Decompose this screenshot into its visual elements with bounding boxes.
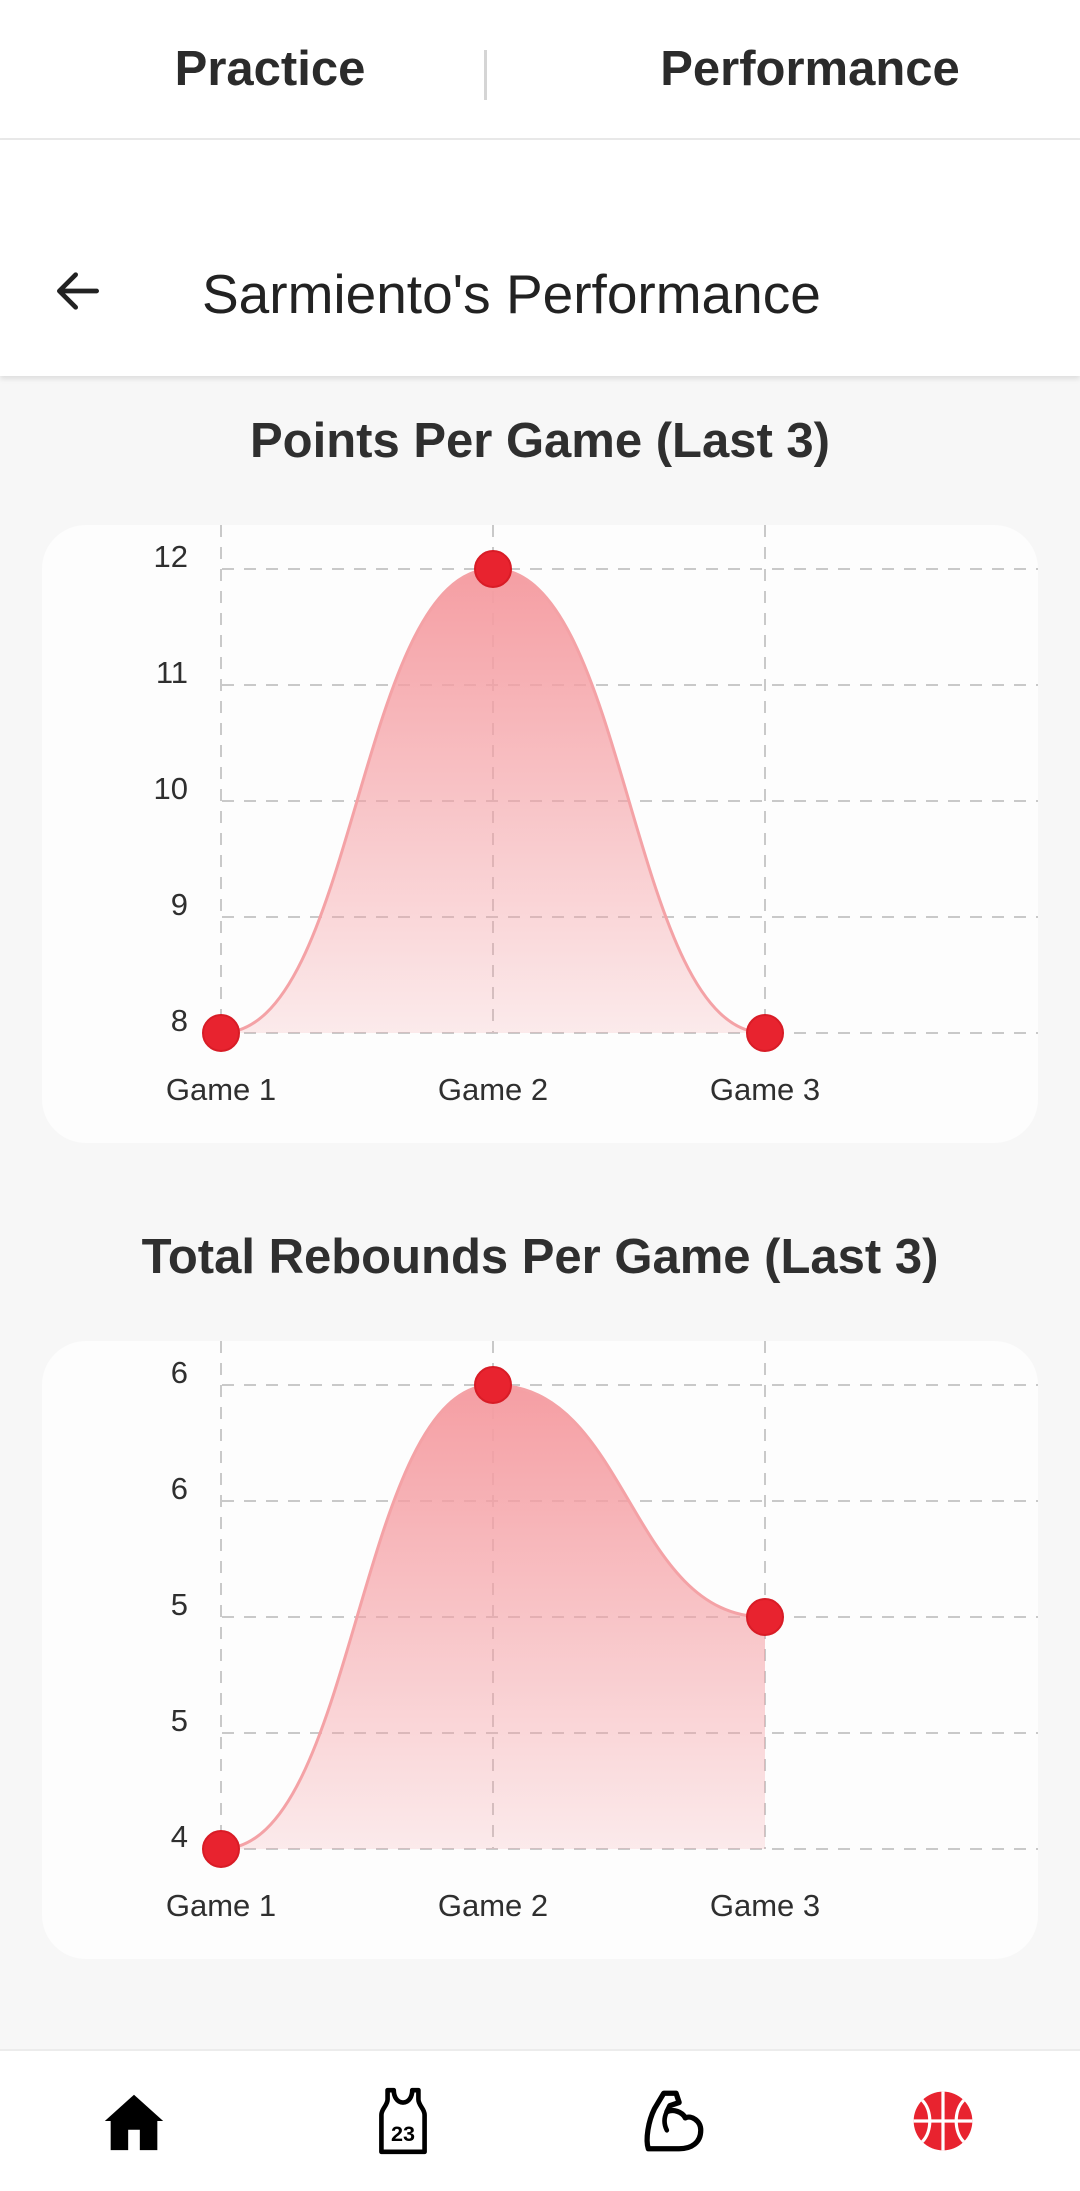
chart-title-points: Points Per Game (Last 3) bbox=[249, 414, 830, 468]
x-tick-label: Game 1 bbox=[166, 1072, 276, 1107]
rebounds-chart: 6 6 5 5 4 Game 1 Game 2 Game 3 bbox=[166, 1341, 1038, 1923]
svg-text:23: 23 bbox=[391, 2121, 415, 2146]
series-area bbox=[221, 1385, 765, 1849]
data-point[interactable] bbox=[746, 1598, 784, 1636]
back-button[interactable] bbox=[42, 255, 114, 327]
home-icon bbox=[104, 2094, 164, 2151]
y-tick-label: 9 bbox=[171, 887, 188, 922]
bottom-nav: 23 bbox=[0, 2049, 1080, 2191]
basketball-icon bbox=[913, 2091, 973, 2151]
y-tick-label: 11 bbox=[156, 655, 188, 690]
data-point[interactable] bbox=[474, 1366, 512, 1404]
data-point[interactable] bbox=[474, 550, 512, 588]
points-chart: 12 11 10 9 8 Game 1 Game 2 Game 3 bbox=[154, 525, 1038, 1107]
y-tick-label: 6 bbox=[171, 1471, 188, 1506]
data-point[interactable] bbox=[746, 1014, 784, 1052]
x-tick-label: Game 2 bbox=[438, 1072, 548, 1107]
tab-divider bbox=[484, 50, 487, 100]
top-tab-bar: Practice Performance bbox=[0, 0, 1080, 140]
chart-title-rebounds: Total Rebounds Per Game (Last 3) bbox=[141, 1230, 939, 1284]
points-chart-card: 12 11 10 9 8 Game 1 Game 2 Game 3 bbox=[42, 525, 1038, 1143]
data-point[interactable] bbox=[202, 1830, 240, 1868]
series-line bbox=[220, 1383, 766, 1851]
y-tick-label: 5 bbox=[171, 1703, 188, 1738]
page-header bbox=[0, 140, 1080, 376]
tab-performance[interactable]: Performance bbox=[660, 42, 960, 96]
tab-practice[interactable]: Practice bbox=[174, 42, 366, 96]
nav-roster[interactable]: 23 bbox=[363, 2081, 443, 2161]
arrow-left-icon bbox=[57, 272, 99, 310]
page-title: Sarmiento's Performance bbox=[202, 263, 821, 325]
y-tick-label: 6 bbox=[171, 1355, 188, 1390]
x-tick-label: Game 3 bbox=[710, 1072, 820, 1107]
x-tick-label: Game 2 bbox=[438, 1888, 548, 1923]
nav-home[interactable] bbox=[94, 2081, 174, 2161]
y-tick-label: 10 bbox=[154, 771, 188, 806]
series-area bbox=[221, 569, 765, 1033]
nav-games[interactable] bbox=[903, 2081, 983, 2161]
y-tick-label: 4 bbox=[171, 1819, 188, 1854]
rebounds-chart-card: 6 6 5 5 4 Game 1 Game 2 Game 3 bbox=[42, 1341, 1038, 1959]
y-tick-label: 12 bbox=[154, 539, 188, 574]
x-tick-label: Game 1 bbox=[166, 1888, 276, 1923]
jersey-icon: 23 bbox=[379, 2087, 427, 2155]
muscle-arm-icon bbox=[644, 2090, 704, 2152]
y-tick-label: 5 bbox=[171, 1587, 188, 1622]
nav-training[interactable] bbox=[633, 2081, 713, 2161]
x-tick-label: Game 3 bbox=[710, 1888, 820, 1923]
data-point[interactable] bbox=[202, 1014, 240, 1052]
y-tick-label: 8 bbox=[171, 1003, 188, 1038]
